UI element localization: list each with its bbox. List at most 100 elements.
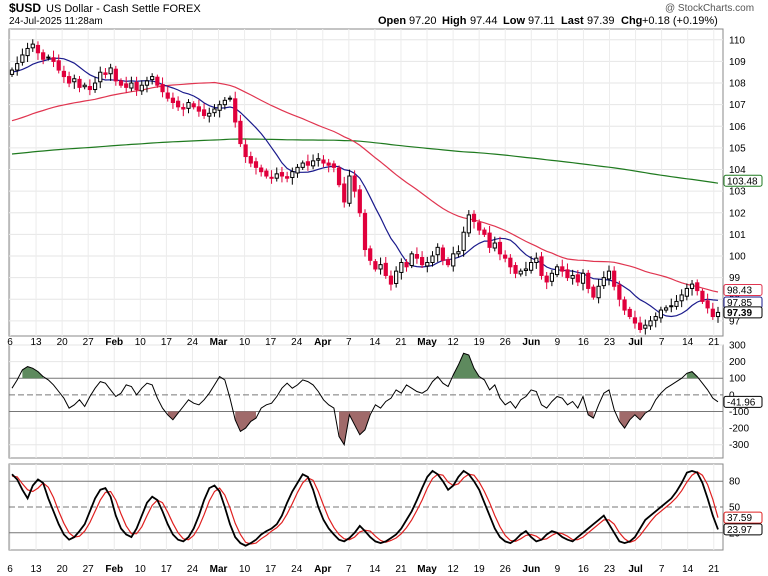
x-tick-label: 12 — [448, 337, 460, 348]
x-tick-label: Mar — [210, 337, 228, 348]
stoch-k-line — [11, 469, 719, 547]
candle-body — [471, 213, 477, 222]
candle-body — [580, 272, 586, 284]
low-value: 97.11 — [528, 15, 555, 27]
candle-body — [98, 71, 103, 83]
candle-body — [124, 83, 129, 88]
candle-body — [61, 70, 67, 78]
x-tick-label: 17 — [265, 337, 277, 348]
candle-body — [513, 265, 518, 274]
high-value: 97.44 — [470, 15, 498, 27]
cci-extreme-area — [686, 371, 698, 379]
tag-stoch-d-value: 37.59 — [727, 513, 752, 524]
cci-tick-label: -300 — [729, 440, 749, 451]
candle-body — [565, 269, 570, 279]
candle-body — [207, 112, 212, 117]
candle-body — [352, 175, 357, 192]
candle-body — [456, 251, 461, 255]
candle-body — [196, 106, 201, 112]
candle-body — [186, 102, 191, 109]
x-tick-label: Apr — [314, 337, 331, 348]
candle-body — [435, 246, 440, 256]
candle-body — [238, 120, 243, 145]
candle-body — [394, 270, 399, 284]
cci-fill — [22, 353, 698, 445]
x-tick-label: 26 — [500, 337, 512, 348]
price-tick-label: 105 — [729, 143, 746, 154]
candle-body — [419, 257, 425, 266]
x-tick-label: 21 — [395, 337, 407, 348]
candle-body — [404, 261, 409, 268]
high-label: High — [442, 15, 467, 27]
candle-body — [570, 274, 575, 279]
candle-body — [643, 324, 648, 329]
candle-body — [176, 100, 181, 108]
chg-label: Chg — [621, 15, 642, 27]
candle-body — [160, 84, 165, 93]
cci-tick-label: -100 — [729, 407, 749, 418]
candles — [9, 39, 721, 335]
candle-body — [269, 176, 274, 179]
candle-body — [264, 170, 269, 177]
candle-body — [316, 158, 321, 161]
candle-body — [430, 255, 435, 263]
candle-body — [679, 294, 684, 302]
candle-body — [326, 162, 331, 166]
x-tick-label: 12 — [448, 564, 460, 575]
candle-body — [113, 68, 118, 82]
candle-body — [212, 108, 217, 114]
x-tick-label: 24 — [291, 564, 303, 575]
stoch-tick-label: 50 — [729, 503, 741, 514]
candle-body — [253, 161, 259, 168]
cci-line — [11, 352, 719, 447]
candle-body — [259, 167, 264, 173]
candle-body — [295, 166, 300, 174]
candle-body — [414, 253, 420, 259]
x-tick-label: Jul — [628, 337, 643, 348]
candle-body — [181, 106, 186, 110]
x-tick-label: 10 — [135, 337, 147, 348]
candle-body — [461, 231, 466, 251]
candle-body — [92, 82, 98, 91]
stoch-tick-label: 80 — [729, 477, 741, 488]
x-axis: 6 6 13 13 20 20 27 27 Feb Feb 10 10 17 17 24 24 Mar Mar 10… — [7, 337, 720, 575]
x-tick-label: 7 — [346, 337, 352, 348]
candle-body — [695, 282, 700, 292]
cci-tick-label: 300 — [729, 341, 746, 352]
candle-body — [658, 309, 664, 319]
candle-body — [534, 257, 539, 263]
cci-tick-label: 100 — [729, 374, 746, 385]
x-tick-label: 7 — [659, 337, 665, 348]
candle-body — [25, 47, 30, 57]
price-tick-label: 110 — [729, 35, 745, 46]
x-tick-label: 7 — [659, 564, 665, 575]
candle-body — [648, 320, 653, 327]
x-tick-label: Mar — [210, 564, 228, 575]
candle-body — [399, 261, 404, 273]
low-label: Low — [503, 15, 525, 27]
x-tick-label: 24 — [187, 564, 199, 575]
candle-body — [586, 272, 591, 289]
price-tick-label: 102 — [729, 208, 746, 219]
x-tick-label: Feb — [105, 564, 123, 575]
candle-body — [305, 161, 311, 166]
candle-body — [409, 253, 414, 267]
candle-body — [139, 84, 144, 92]
x-tick-label: 20 — [57, 564, 69, 575]
candle-body — [539, 256, 544, 276]
candle-body — [477, 222, 482, 231]
candle-body — [310, 160, 316, 167]
tag-ma-mid: 98.43 — [723, 283, 763, 296]
price-tick-label: 106 — [729, 122, 746, 133]
tag-ma-long-value: 103.48 — [727, 176, 758, 187]
x-tick-label: 27 — [83, 337, 95, 348]
x-tick-label: 21 — [708, 564, 720, 575]
candle-body — [217, 104, 222, 111]
x-tick-label: 10 — [239, 564, 251, 575]
cci-extreme-area — [339, 411, 371, 445]
price-tick-label: 100 — [729, 252, 746, 263]
candle-body — [279, 172, 285, 177]
x-tick-label: 14 — [369, 337, 381, 348]
candle-body — [622, 299, 627, 311]
